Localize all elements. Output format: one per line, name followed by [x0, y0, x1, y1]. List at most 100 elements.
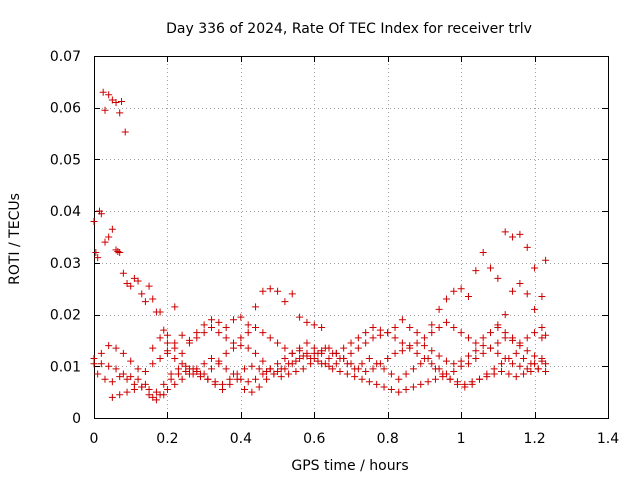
data-point [185, 370, 193, 378]
data-point [490, 365, 498, 373]
data-point [138, 383, 146, 391]
data-point [141, 380, 149, 388]
data-point [428, 360, 436, 368]
data-point [343, 370, 351, 378]
data-point [215, 360, 223, 368]
data-point [523, 365, 531, 373]
data-point [112, 365, 120, 373]
data-point [307, 355, 315, 363]
data-point [494, 349, 502, 357]
data-point [542, 256, 550, 264]
data-point [398, 347, 406, 355]
data-point [387, 386, 395, 394]
data-point [230, 316, 238, 324]
data-point [435, 305, 443, 313]
data-point [520, 355, 528, 363]
x-tick-label: 1.4 [597, 431, 619, 447]
data-point [369, 365, 377, 373]
data-point [108, 96, 116, 104]
data-point [127, 357, 135, 365]
data-point [134, 375, 142, 383]
data-point [358, 375, 366, 383]
data-point [365, 378, 373, 386]
data-point [531, 264, 539, 272]
series-satellite-track-e [494, 280, 550, 339]
data-point [277, 373, 285, 381]
data-point [303, 349, 311, 357]
data-point [347, 349, 355, 357]
data-point [108, 393, 116, 401]
data-point [207, 355, 215, 363]
data-point [119, 370, 127, 378]
data-point [252, 303, 260, 311]
data-point [160, 380, 168, 388]
x-tick-labels: 0 0.2 0.4 0.6 0.8 1 1.2 1.4 [90, 431, 620, 447]
data-point [538, 324, 546, 331]
data-point [263, 375, 271, 383]
x-tick-label: 0.8 [377, 431, 399, 447]
data-point [259, 329, 267, 337]
data-point [362, 367, 370, 375]
data-point [233, 375, 241, 383]
data-point [520, 370, 528, 378]
data-point [185, 339, 193, 347]
data-point [248, 362, 256, 370]
data-point [259, 287, 267, 295]
data-point [318, 360, 326, 368]
data-point [171, 344, 179, 352]
data-point [171, 303, 179, 311]
data-point [395, 375, 403, 383]
data-point [204, 375, 212, 383]
data-point [450, 324, 458, 331]
data-point [252, 324, 260, 331]
data-point [123, 388, 131, 396]
data-point [274, 287, 282, 295]
data-point [325, 362, 333, 370]
data-point [116, 249, 124, 257]
data-point [527, 367, 535, 375]
data-point [542, 367, 550, 375]
data-point [296, 355, 304, 363]
data-point [347, 339, 355, 347]
x-tick-label: 1 [457, 431, 466, 447]
data-point [241, 365, 249, 373]
data-point [461, 383, 469, 391]
data-point [285, 360, 293, 368]
data-point [358, 360, 366, 368]
y-tick-label: 0.02 [50, 308, 81, 324]
data-point [516, 362, 524, 370]
data-point [285, 370, 293, 378]
data-point [384, 355, 392, 363]
data-point [252, 349, 260, 357]
data-point [479, 249, 487, 257]
data-point [174, 365, 182, 373]
data-point [387, 370, 395, 378]
data-point [138, 290, 146, 298]
chart-title: Day 336 of 2024, Rate Of TEC Index for r… [166, 21, 532, 37]
data-point [193, 334, 201, 342]
data-point [354, 334, 362, 342]
series-satellite-track-c [163, 285, 326, 355]
data-point [391, 334, 399, 342]
data-point [446, 375, 454, 383]
y-tick-label: 0.04 [50, 204, 81, 220]
data-point [498, 360, 506, 368]
data-point [237, 313, 245, 321]
data-point [505, 370, 513, 378]
data-point [538, 334, 546, 342]
data-point [237, 342, 245, 350]
y-tick-labels: 0 0.01 0.02 0.03 0.04 0.05 0.06 0.07 [50, 49, 81, 427]
data-point [207, 316, 215, 324]
data-point [116, 373, 124, 381]
data-point [200, 360, 208, 368]
data-point [281, 344, 289, 352]
data-point [237, 334, 245, 342]
data-point [439, 370, 447, 378]
data-point [196, 370, 204, 378]
data-point [365, 355, 373, 363]
data-point [101, 106, 109, 114]
data-point [351, 365, 359, 373]
y-tick-label: 0.03 [50, 256, 81, 272]
data-point [127, 282, 135, 290]
data-point [230, 370, 238, 378]
